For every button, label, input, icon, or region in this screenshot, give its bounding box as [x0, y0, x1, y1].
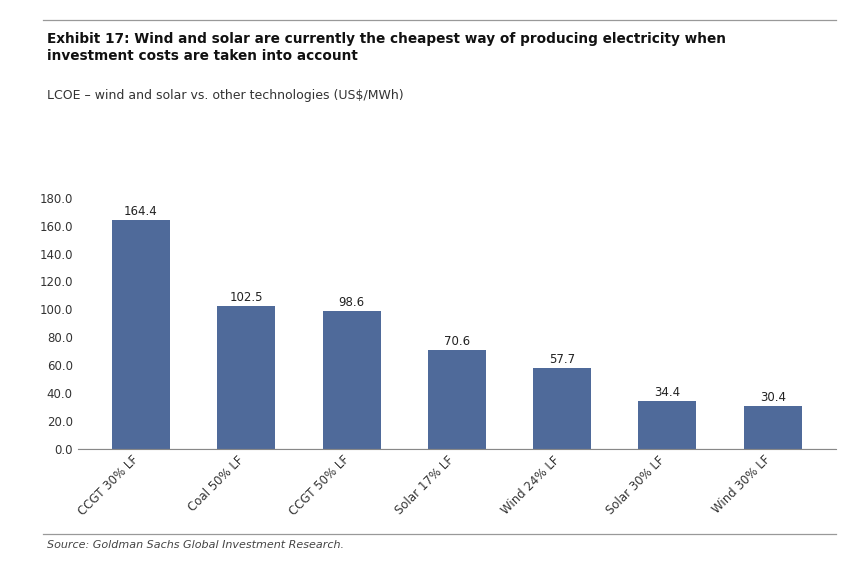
Bar — [112, 220, 170, 448]
Text: 30.4: 30.4 — [759, 391, 784, 404]
Text: 164.4: 164.4 — [124, 205, 158, 217]
Text: 70.6: 70.6 — [443, 335, 469, 348]
Bar — [322, 311, 380, 448]
Bar — [743, 406, 801, 448]
Text: LCOE – wind and solar vs. other technologies (US$/MWh): LCOE – wind and solar vs. other technolo… — [47, 89, 404, 102]
Bar — [638, 401, 696, 448]
Bar — [427, 350, 486, 448]
Text: 98.6: 98.6 — [338, 296, 364, 309]
Text: 57.7: 57.7 — [548, 353, 574, 366]
Text: Exhibit 17: Wind and solar are currently the cheapest way of producing electrici: Exhibit 17: Wind and solar are currently… — [47, 32, 726, 63]
Text: Source: Goldman Sachs Global Investment Research.: Source: Goldman Sachs Global Investment … — [47, 540, 344, 550]
Text: 102.5: 102.5 — [229, 291, 263, 304]
Bar — [533, 368, 591, 448]
Bar — [217, 306, 275, 448]
Text: 34.4: 34.4 — [653, 385, 679, 398]
